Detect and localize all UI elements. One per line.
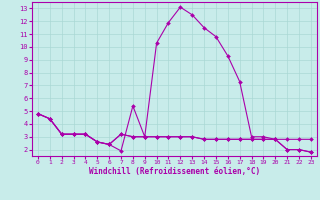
X-axis label: Windchill (Refroidissement éolien,°C): Windchill (Refroidissement éolien,°C) <box>89 167 260 176</box>
